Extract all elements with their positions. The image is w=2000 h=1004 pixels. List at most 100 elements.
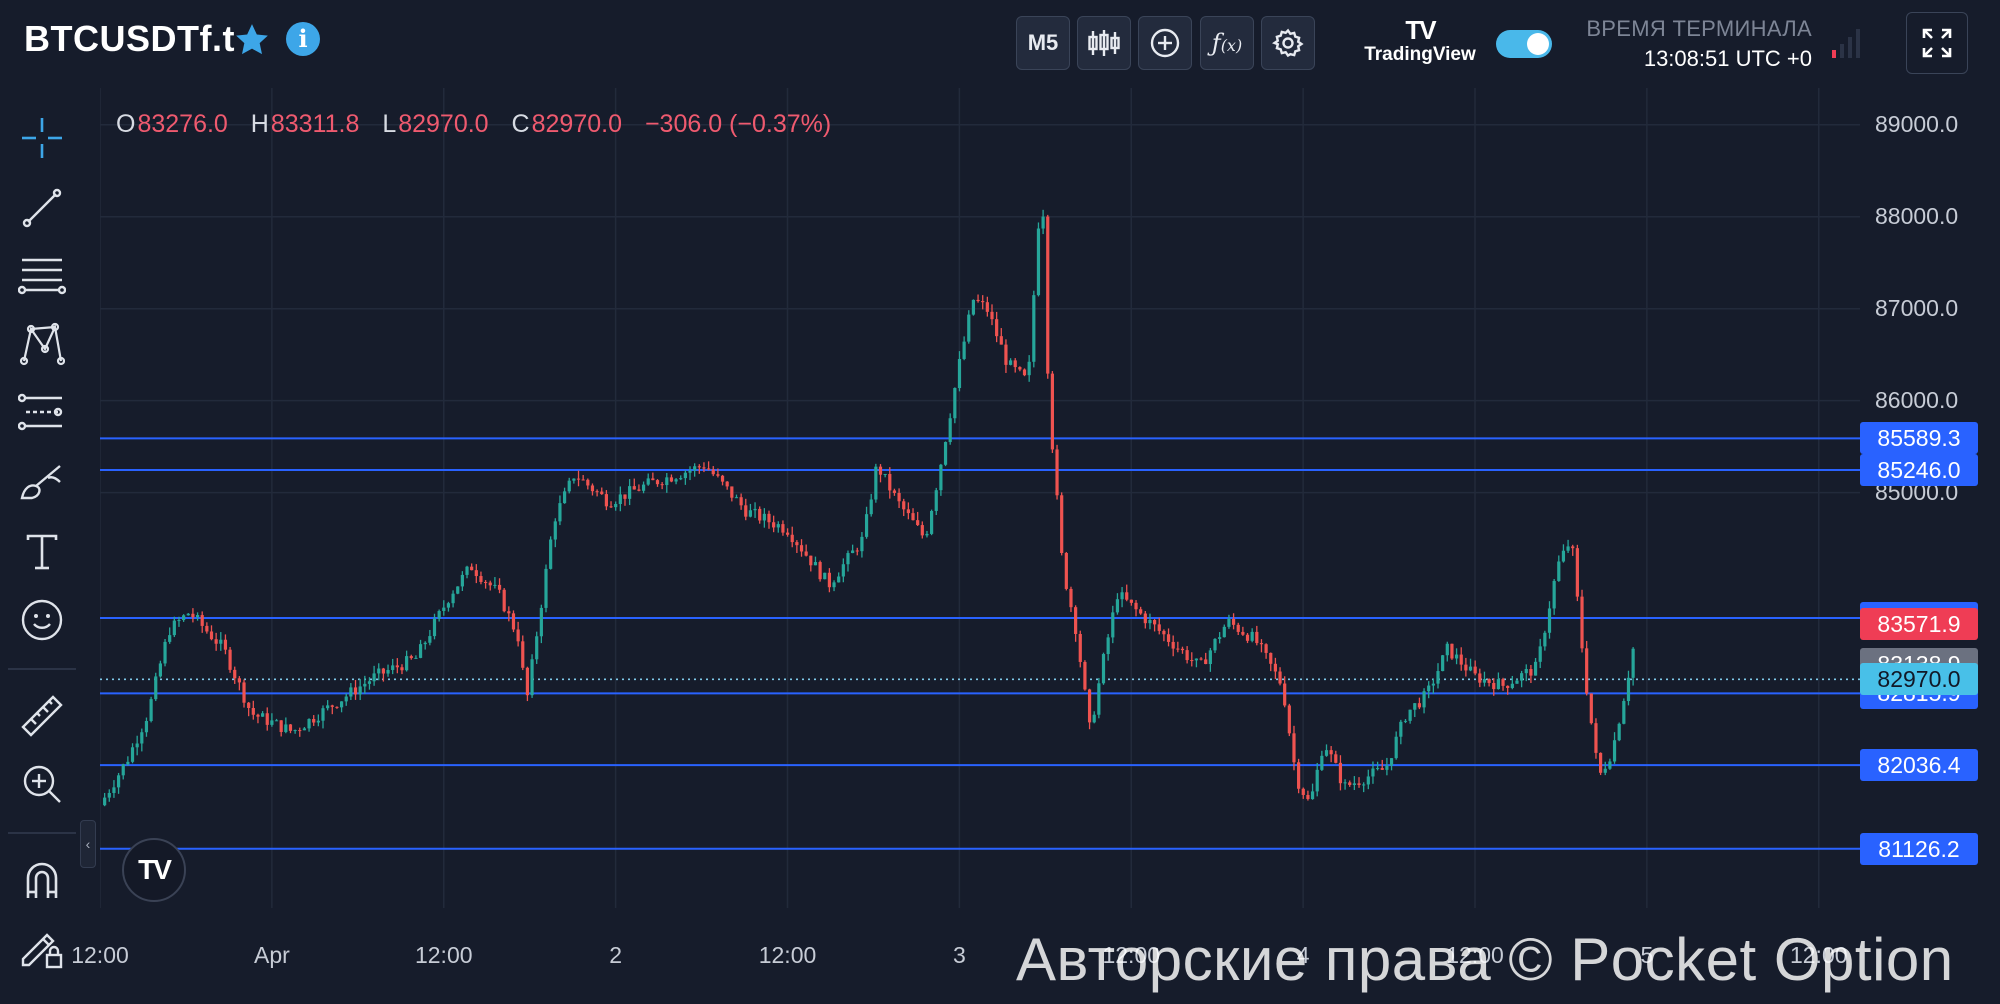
candle-body xyxy=(1394,736,1398,759)
tool-trend-line[interactable] xyxy=(14,180,70,236)
symbol-name[interactable]: BTCUSDTf.t xyxy=(24,18,235,59)
candle-body xyxy=(1552,580,1556,609)
candle-body xyxy=(1478,673,1482,683)
candle-body xyxy=(892,490,897,493)
candle-body xyxy=(1190,660,1194,662)
candle-body xyxy=(744,505,748,517)
candle-body xyxy=(409,656,413,659)
candle-body xyxy=(1603,768,1607,773)
candle-body xyxy=(321,708,325,721)
candle-body xyxy=(1376,768,1380,770)
star-icon[interactable] xyxy=(232,20,272,60)
level-price-label[interactable]: 85246.0 xyxy=(1860,453,1978,486)
candle-body xyxy=(939,464,943,491)
candle-body xyxy=(437,610,441,619)
candle-body xyxy=(999,336,1003,345)
candle-body xyxy=(1231,618,1236,625)
candle-body xyxy=(841,564,845,577)
tool-crosshair[interactable] xyxy=(14,110,70,166)
candle-body xyxy=(1450,643,1454,659)
candle-body xyxy=(669,477,674,482)
tool-brush[interactable] xyxy=(14,454,70,510)
candle-body xyxy=(377,668,381,674)
candle-body xyxy=(1520,673,1524,681)
candle-body xyxy=(456,586,460,594)
low-value: 82970.0 xyxy=(398,110,489,138)
candle-body xyxy=(1018,367,1022,370)
candle-body xyxy=(1561,550,1566,562)
add-indicator-button[interactable] xyxy=(1138,16,1192,70)
candle-body xyxy=(804,551,808,556)
open-value: 83276.0 xyxy=(137,110,228,138)
tool-magnet[interactable] xyxy=(14,852,70,908)
candle-body xyxy=(1134,602,1138,610)
price-chart[interactable] xyxy=(100,88,1860,928)
tool-pattern[interactable] xyxy=(14,316,70,372)
candle-body xyxy=(930,510,934,534)
tradingview-badge[interactable]: TV xyxy=(122,838,186,902)
candle-body xyxy=(549,539,553,569)
terminal-time: 13:08:51 UTC +0 xyxy=(1643,46,1812,71)
candle-body xyxy=(140,732,144,744)
candle-body xyxy=(711,469,715,475)
level-price-label[interactable]: 81126.2 xyxy=(1860,832,1978,865)
chart-type-button[interactable] xyxy=(1077,16,1131,70)
candle-body xyxy=(1269,652,1273,664)
candle-body xyxy=(339,701,344,708)
candle-body xyxy=(191,613,195,618)
level-price-label[interactable]: 82036.4 xyxy=(1860,749,1978,782)
candle-body xyxy=(177,620,181,622)
candle-body xyxy=(1204,659,1208,665)
candle-body xyxy=(474,570,478,577)
collapse-toolbar-button[interactable]: ‹ xyxy=(80,820,96,868)
candle-body xyxy=(107,793,111,798)
candle-body xyxy=(344,696,348,702)
candle-body xyxy=(683,472,687,479)
terminal-time-toggle[interactable] xyxy=(1496,30,1552,58)
candle-body xyxy=(586,479,590,486)
candle-body xyxy=(753,508,757,511)
tool-forecast[interactable] xyxy=(14,386,70,442)
candle-body xyxy=(182,615,186,621)
time-tick-label: 12:00 xyxy=(758,942,817,968)
timeframe-button[interactable]: M5 xyxy=(1016,16,1070,70)
candle-body xyxy=(479,576,483,582)
price-tick-label: 88000.0 xyxy=(1875,202,1959,229)
indicators-button[interactable]: ƒ(x) xyxy=(1200,16,1254,70)
candle-body xyxy=(655,480,660,485)
tool-emoji[interactable] xyxy=(14,592,70,648)
candle-body xyxy=(1046,216,1050,374)
tool-ruler[interactable] xyxy=(14,688,70,744)
candle-body xyxy=(1036,228,1041,296)
tool-text[interactable] xyxy=(14,524,70,580)
level-price-label[interactable]: 85589.3 xyxy=(1860,422,1978,455)
candle-body xyxy=(1473,666,1477,674)
candle-body xyxy=(1454,654,1459,659)
candle-body xyxy=(1250,631,1254,641)
candle-body xyxy=(1222,626,1226,638)
candle-body xyxy=(432,618,437,637)
settings-button[interactable] xyxy=(1261,16,1315,70)
candle-body xyxy=(214,639,218,644)
candle-body xyxy=(962,341,966,359)
fullscreen-button[interactable] xyxy=(1906,12,1968,74)
candle-body xyxy=(1115,599,1120,613)
candle-body xyxy=(1334,754,1338,763)
candle-body xyxy=(1055,449,1059,496)
tool-lock-drawings[interactable] xyxy=(14,920,70,976)
candle-body xyxy=(1041,216,1045,229)
candle-body xyxy=(1538,646,1542,662)
candle-body xyxy=(888,473,892,491)
candle-body xyxy=(367,681,372,684)
candle-body xyxy=(233,669,237,679)
candle-body xyxy=(1255,631,1259,644)
tv-logo-mark: TV xyxy=(1405,15,1436,45)
candle-body xyxy=(274,720,279,722)
tool-zoom-in[interactable] xyxy=(14,756,70,812)
candle-body xyxy=(1008,360,1013,365)
info-icon[interactable]: i xyxy=(286,22,320,56)
candle-body xyxy=(707,468,711,470)
signal-icon xyxy=(1832,29,1860,58)
candle-body xyxy=(442,607,446,611)
tool-fib-lines[interactable] xyxy=(14,248,70,304)
